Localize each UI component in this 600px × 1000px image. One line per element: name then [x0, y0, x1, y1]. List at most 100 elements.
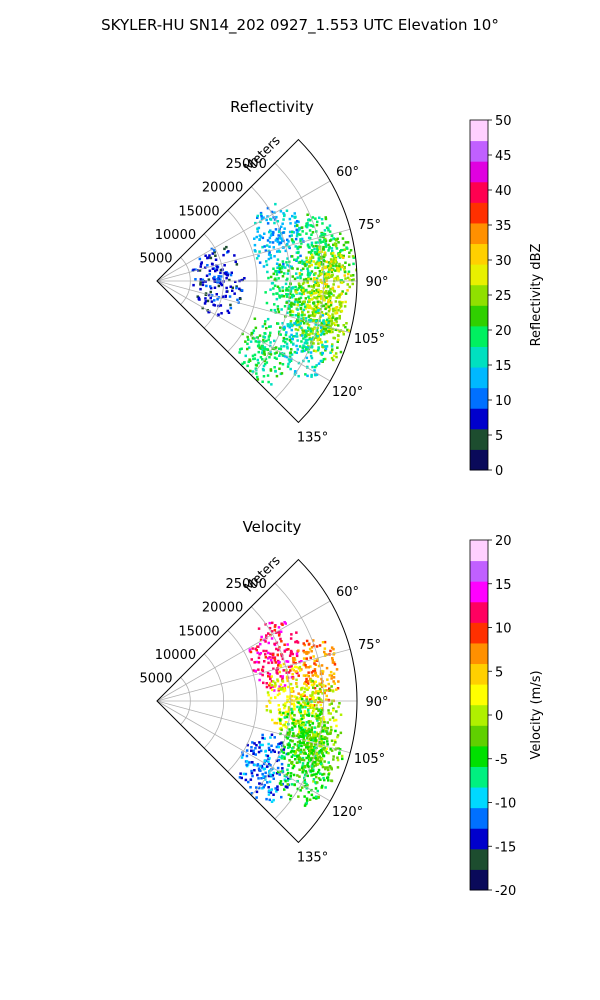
colorbar-segment	[470, 222, 488, 245]
colorbar-tick-label: 0	[495, 709, 503, 724]
echo-layer	[191, 202, 358, 386]
colorbar-segment	[470, 120, 488, 142]
colorbar-segment	[470, 581, 488, 603]
colorbar-segment	[470, 264, 488, 286]
colorbar-segment	[470, 305, 488, 327]
radial-tick-label: 10000	[155, 648, 196, 663]
colorbar-tick-label: 10	[495, 622, 512, 637]
radial-tick-label: 15000	[178, 204, 219, 219]
colorbar-segment	[470, 560, 488, 582]
colorbar-segment	[470, 848, 488, 870]
colorbar: 0 5 10 15 20 25 30 35 40 45 50 Reflectivity dBZ	[469, 114, 544, 479]
echo-cell	[248, 621, 303, 692]
echo-cell	[276, 734, 330, 807]
colorbar-segment	[470, 346, 488, 368]
angle-tick-label: 135°	[297, 851, 328, 866]
figure-title: SKYLER-HU SN14_202 0927_1.553 UTC Elevat…	[101, 16, 499, 34]
colorbar-tick-label: 5	[495, 665, 503, 680]
colorbar-segment	[470, 428, 488, 450]
azimuth-spoke	[156, 280, 351, 334]
colorbar-segment	[470, 243, 488, 265]
azimuth-spoke	[156, 700, 351, 754]
echo-cell	[265, 662, 320, 735]
radial-tick-label: 25000	[225, 157, 266, 172]
azimuth-spoke	[156, 280, 331, 382]
colorbar-tick-label: 20	[495, 324, 512, 339]
colorbar-segment	[470, 745, 488, 767]
radial-tick-label: 25000	[225, 577, 266, 592]
colorbar-label: Reflectivity dBZ	[529, 244, 544, 347]
angle-tick-label: 105°	[354, 332, 385, 347]
angle-tick-label: 60°	[336, 165, 359, 180]
colorbar-tick-label: 25	[495, 289, 512, 304]
angle-tick-label: 105°	[354, 752, 385, 767]
colorbar-segment	[470, 181, 488, 203]
radial-tick-label: 20000	[202, 181, 243, 196]
colorbar-segment	[470, 787, 488, 809]
panel-title: Velocity	[243, 518, 302, 536]
colorbar-segment	[470, 325, 488, 347]
colorbar-segment	[470, 387, 488, 409]
radial-tick-label: 15000	[178, 624, 219, 639]
colorbar-tick-label: 20	[495, 534, 512, 549]
radial-tick-label: 20000	[202, 601, 243, 616]
angle-tick-label: 60°	[336, 585, 359, 600]
colorbar-segment	[470, 725, 488, 747]
azimuth-spoke	[156, 228, 351, 282]
sector-frame	[156, 138, 358, 424]
radial-tick-label: 5000	[139, 671, 172, 686]
colorbar-segment	[470, 367, 488, 389]
echo-cell	[290, 717, 344, 789]
colorbar-segment	[470, 766, 488, 788]
colorbar-tick-label: 5	[495, 429, 503, 444]
colorbar-segment	[470, 704, 488, 726]
colorbar-segment	[470, 622, 488, 644]
angle-tick-label: 135°	[297, 431, 328, 446]
angle-tick-label: 75°	[358, 218, 381, 233]
colorbar-segment	[470, 684, 488, 706]
angle-tick-label: 90°	[365, 275, 388, 290]
azimuth-spoke	[156, 648, 351, 702]
reflectivity-panel: Reflectivity500010000150002000025000Mete…	[139, 98, 544, 479]
colorbar: -20 -15 -10 -5 0 5 10 15 20 Velocity (m/s)	[469, 534, 544, 899]
colorbar-segment	[470, 663, 488, 685]
angle-tick-label: 120°	[332, 805, 363, 820]
azimuth-spoke	[156, 180, 331, 282]
colorbar-tick-label: -20	[495, 884, 516, 899]
colorbar-tick-label: 40	[495, 184, 512, 199]
polar-grid	[156, 582, 357, 843]
colorbar-segment	[470, 449, 488, 471]
colorbar-tick-label: 30	[495, 254, 512, 269]
angle-tick-label: 120°	[332, 385, 363, 400]
colorbar-tick-label: 10	[495, 394, 512, 409]
echo-cell	[238, 733, 290, 803]
colorbar-tick-label: 35	[495, 219, 512, 234]
colorbar-segment	[470, 642, 488, 665]
azimuth-spoke	[156, 600, 331, 702]
colorbar-segment	[470, 540, 488, 562]
colorbar-tick-label: -5	[495, 753, 508, 768]
colorbar-tick-label: 0	[495, 464, 503, 479]
colorbar-segment	[470, 601, 488, 623]
colorbar-segment	[470, 408, 488, 430]
colorbar-tick-label: 15	[495, 578, 512, 593]
colorbar-label: Velocity (m/s)	[529, 670, 544, 759]
colorbar-segment	[470, 140, 488, 162]
echo-layer	[238, 621, 344, 807]
sector-frame	[156, 558, 358, 844]
colorbar-tick-label: -10	[495, 797, 516, 812]
colorbar-tick-label: -15	[495, 840, 516, 855]
colorbar-segment	[470, 284, 488, 306]
radial-tick-label: 10000	[155, 228, 196, 243]
radial-tick-label: 5000	[139, 251, 172, 266]
colorbar-segment	[470, 807, 488, 829]
colorbar-segment	[470, 161, 488, 183]
colorbar-segment	[470, 869, 488, 891]
echo-cell	[253, 202, 305, 274]
azimuth-spoke	[156, 700, 331, 802]
colorbar-segment	[470, 828, 488, 850]
panel-title: Reflectivity	[230, 98, 314, 116]
colorbar-tick-label: 15	[495, 359, 512, 374]
